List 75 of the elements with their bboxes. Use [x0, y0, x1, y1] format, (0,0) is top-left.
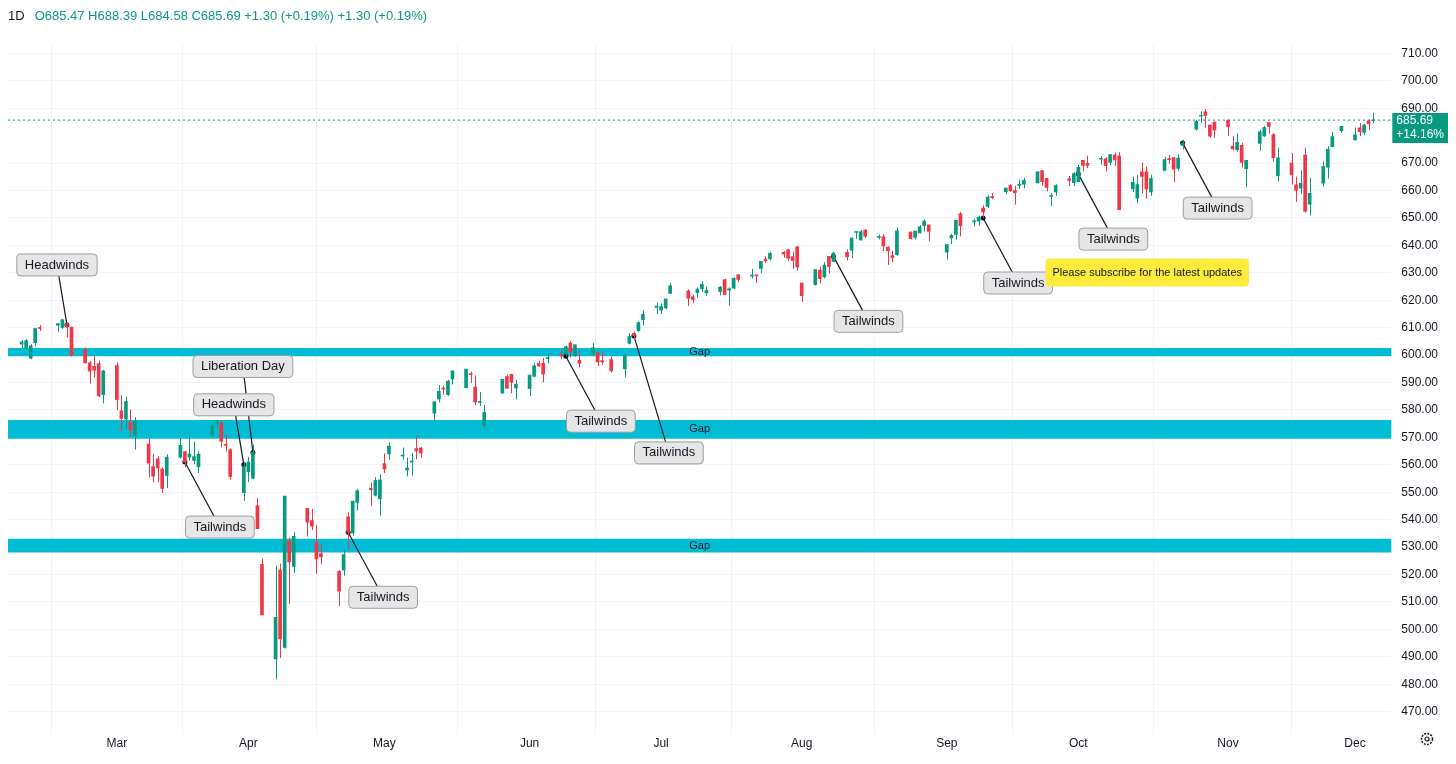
x-tick-label: Sep — [936, 736, 958, 751]
annotation: Tailwinds — [991, 274, 1045, 290]
candlestick — [1244, 159, 1248, 188]
candlestick — [164, 453, 169, 489]
y-tick-label: 480.00 — [1401, 676, 1439, 691]
candlestick — [514, 379, 518, 400]
candlestick — [319, 543, 323, 565]
y-tick-label: 520.00 — [1401, 566, 1439, 581]
x-tick-label: Dec — [1344, 736, 1366, 751]
y-tick-label: 510.00 — [1401, 594, 1439, 609]
x-tick-label: Nov — [1217, 736, 1239, 751]
y-tick-label: 540.00 — [1401, 511, 1439, 526]
candlestick — [124, 396, 128, 430]
y-tick-label: 590.00 — [1401, 374, 1439, 389]
x-tick-label: Jun — [519, 736, 540, 751]
annotation: Please subscribe for the latest updates — [1052, 265, 1243, 278]
candlestick — [337, 569, 341, 607]
band-label: Gap — [689, 422, 711, 435]
x-tick-label: Mar — [106, 736, 128, 751]
y-tick-label: 490.00 — [1401, 649, 1439, 664]
annotation: Tailwinds — [842, 312, 896, 328]
candlestick — [133, 416, 137, 450]
candlestick — [432, 401, 437, 423]
y-tick-label: 690.00 — [1401, 100, 1439, 115]
candlestick — [1149, 174, 1153, 197]
y-tick-label: 580.00 — [1401, 402, 1439, 417]
annotation: Headwinds — [201, 396, 267, 412]
candlestick — [192, 441, 196, 465]
y-tick-label: 630.00 — [1401, 265, 1439, 280]
annotation: Tailwinds — [356, 588, 411, 604]
chart-title: 1D — [8, 8, 25, 25]
annotation: Tailwinds — [642, 444, 696, 460]
y-tick-label: 570.00 — [1401, 429, 1439, 444]
candlestick — [954, 219, 958, 240]
band-label: Gap — [689, 345, 711, 358]
y-tick-label: 470.00 — [1401, 703, 1439, 718]
x-tick-label: Aug — [791, 736, 813, 751]
y-tick-label: 600.00 — [1401, 347, 1439, 362]
y-tick-label: 670.00 — [1401, 155, 1439, 170]
y-tick-label: 660.00 — [1401, 182, 1439, 197]
y-tick-label: 710.00 — [1401, 45, 1439, 60]
candlestick — [886, 245, 890, 266]
x-tick-label: Oct — [1069, 736, 1089, 751]
band-label: Gap — [689, 538, 711, 551]
y-tick-label: 700.00 — [1401, 73, 1439, 88]
y-tick-label: 560.00 — [1401, 457, 1439, 472]
annotation: Headwinds — [24, 256, 90, 272]
x-tick-label: Jul — [653, 736, 669, 751]
y-tick-label: 610.00 — [1401, 320, 1439, 334]
annotation: Tailwinds — [1191, 199, 1245, 215]
chart-subtitle: O685.47 H688.39 L684.58 C685.69 +1.30 (+0.19%) +1.30 (+0.19%) — [34, 8, 428, 25]
candlestick — [1257, 129, 1262, 152]
y-tick-label: 640.00 — [1401, 237, 1439, 252]
candlestick — [1325, 145, 1330, 179]
candlestick — [482, 404, 487, 430]
x-tick-label: May — [373, 736, 396, 751]
y-tick-label: 550.00 — [1401, 484, 1439, 499]
annotation: Liberation Day — [201, 358, 286, 374]
candlestick — [310, 508, 314, 531]
annotation: Tailwinds — [193, 518, 247, 534]
y-tick-label: 530.00 — [1401, 539, 1439, 554]
annotation: Tailwinds — [574, 412, 628, 428]
ref-line-label: 685.69 +14.16% — [1396, 113, 1445, 142]
candlestick — [414, 435, 419, 460]
candlestick — [369, 482, 373, 507]
y-tick-label: 650.00 — [1401, 210, 1439, 225]
x-tick-label: Apr — [239, 736, 258, 751]
candlestick — [473, 374, 477, 406]
candlestick — [378, 473, 382, 517]
candlestick — [1140, 162, 1144, 195]
y-tick-label: 620.00 — [1401, 292, 1439, 307]
candlestick — [1276, 147, 1280, 183]
y-tick-label: 500.00 — [1401, 621, 1439, 636]
candlestick — [287, 537, 292, 605]
annotation: Tailwinds — [1086, 230, 1141, 246]
